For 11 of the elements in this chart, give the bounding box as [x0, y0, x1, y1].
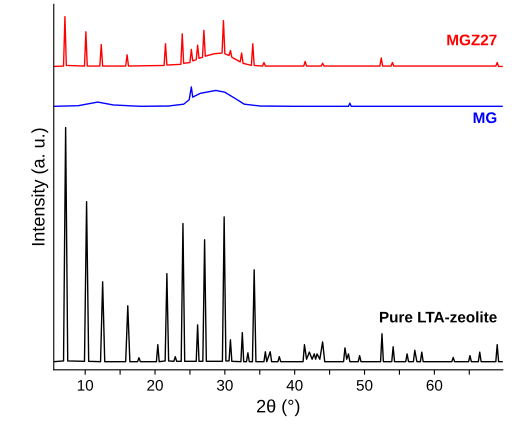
y-axis-title: Intensity (a. u.)	[31, 128, 48, 246]
x-tick-label: 30	[216, 380, 233, 391]
x-tick-label: 40	[286, 380, 303, 391]
x-tick-label: 20	[147, 380, 163, 391]
x-tick-label: 10	[78, 380, 94, 391]
series-label: MGZ27	[447, 34, 497, 46]
x-axis-title: 2θ (°)	[257, 399, 300, 416]
series-label: MG	[474, 112, 496, 124]
x-tick-label: 60	[426, 380, 442, 391]
x-tick-label: 50	[356, 380, 372, 391]
series-label: Pure LTA-zeolite	[380, 311, 497, 323]
